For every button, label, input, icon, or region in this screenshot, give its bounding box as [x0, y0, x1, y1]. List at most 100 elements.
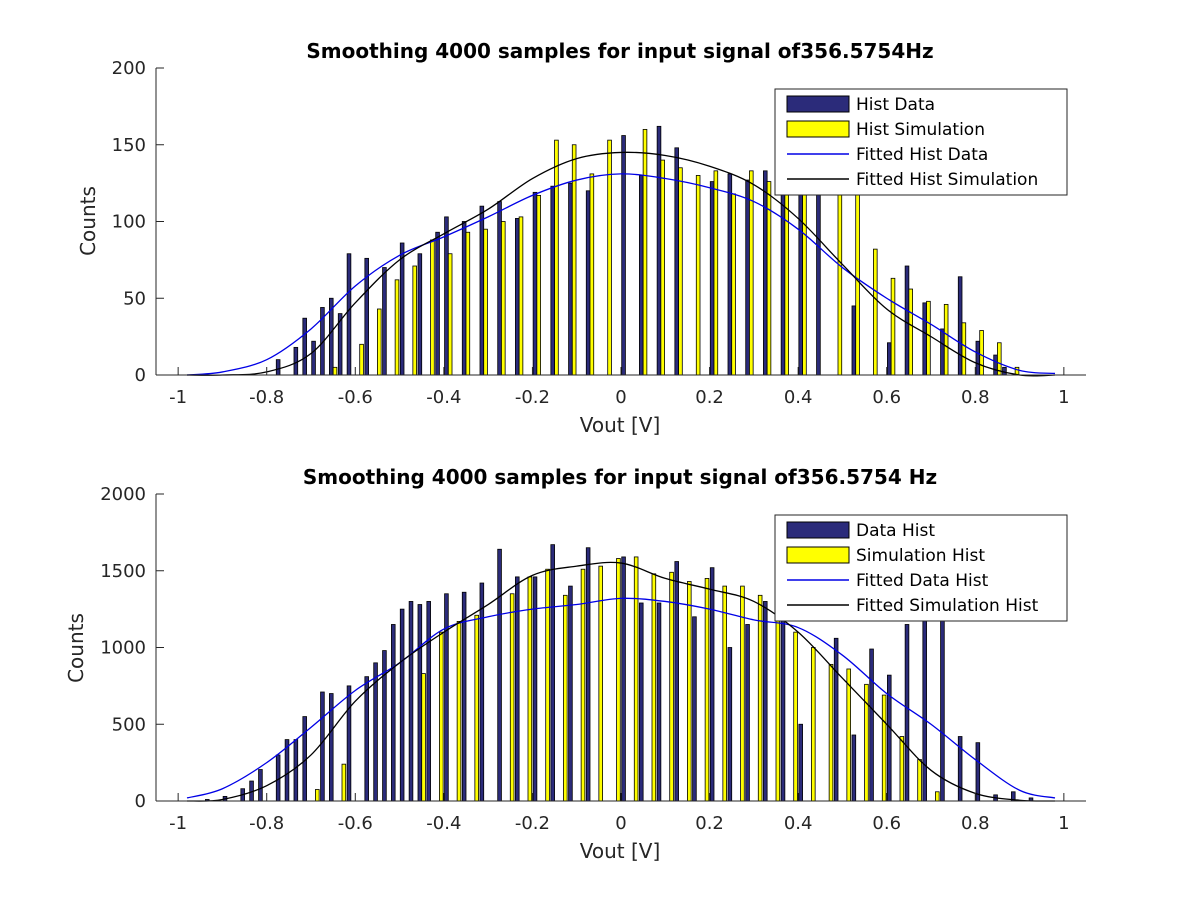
- bottom-bar-data: [851, 734, 857, 802]
- bottom-legend-swatch-simulation: [786, 546, 850, 564]
- bottom-bar-simulation: [917, 759, 922, 802]
- top-fitted-data-line: [186, 173, 1056, 376]
- top-bar-data: [780, 184, 786, 376]
- top-bar-simulation: [518, 216, 524, 376]
- bottom-bar-simulation: [616, 558, 621, 802]
- bottom-bar-simulation: [474, 614, 479, 802]
- bottom-bar-simulation: [740, 585, 745, 802]
- bottom-bar-simulation: [545, 568, 550, 802]
- top-bar-data: [851, 305, 857, 376]
- top-legend-swatch-simulation: [786, 120, 850, 138]
- top-chart-title: Smoothing 4000 samples for input signal …: [306, 39, 933, 63]
- top-bar-simulation: [554, 139, 559, 376]
- top-bar-simulation: [678, 167, 683, 376]
- top-bar-data: [674, 147, 679, 376]
- bottom-bar-simulation: [704, 578, 710, 802]
- bottom-bar-data: [461, 591, 467, 802]
- top-bar-simulation: [483, 228, 488, 376]
- bottom-bar-data: [639, 602, 644, 802]
- top-legend-label: Hist Data: [856, 95, 935, 115]
- bottom-x-tick-label: 1: [1058, 813, 1069, 834]
- bottom-y-tick-label: 1000: [100, 638, 146, 659]
- bottom-x-tick-label: -0.4: [426, 813, 461, 834]
- top-bar-data: [957, 276, 963, 376]
- top-bar-simulation: [465, 231, 471, 376]
- bottom-bar-simulation: [775, 601, 781, 802]
- bottom-bar-simulation: [828, 663, 834, 802]
- bottom-x-tick-label: 0.6: [872, 813, 901, 834]
- top-bar-data: [302, 317, 307, 376]
- bottom-bar-simulation: [722, 585, 727, 802]
- bottom-bar-data: [975, 742, 981, 802]
- top-bar-data: [532, 191, 538, 376]
- bottom-legend: Data Hist Simulation Hist Fitted Data Hist…: [774, 514, 1068, 622]
- bottom-bar-data: [293, 739, 299, 802]
- top-bar-simulation: [855, 171, 860, 376]
- bottom-bar-data: [258, 769, 263, 802]
- bottom-bar-data: [399, 608, 405, 802]
- top-x-tick-label: 0.4: [784, 387, 813, 408]
- bottom-bar-data: [364, 676, 369, 802]
- top-legend-label: Fitted Hist Simulation: [856, 170, 1038, 190]
- top-x-tick-label: -0.4: [426, 387, 461, 408]
- top-bar-data: [904, 265, 910, 376]
- top-bar-simulation: [695, 175, 701, 376]
- top-bar-simulation: [731, 193, 736, 376]
- top-bar-data: [293, 346, 299, 376]
- bottom-bar-simulation: [881, 694, 887, 802]
- bottom-bar-data: [568, 585, 573, 802]
- top-bar-data: [585, 190, 591, 376]
- top-bar-simulation: [412, 265, 417, 376]
- top-bar-simulation: [926, 300, 931, 376]
- top-bar-data: [975, 340, 981, 376]
- bottom-bar-data: [550, 544, 555, 802]
- bottom-bar-simulation: [439, 631, 444, 802]
- bottom-bar-data: [320, 691, 325, 802]
- top-bar-data: [417, 253, 423, 376]
- bottom-bar-simulation: [527, 576, 533, 802]
- bottom-bar-simulation: [341, 763, 347, 802]
- bottom-legend-label: Fitted Simulation Hist: [856, 596, 1039, 616]
- bottom-legend-label: Data Hist: [856, 521, 935, 541]
- bottom-legend-swatch-data: [786, 521, 850, 539]
- top-bar-data: [479, 205, 485, 376]
- top-bar-data: [515, 218, 520, 376]
- top-bar-data: [816, 185, 821, 376]
- top-y-tick-label: 200: [112, 58, 146, 79]
- bottom-bar-simulation: [456, 621, 462, 802]
- top-bar-simulation: [961, 322, 967, 376]
- bottom-bar-simulation: [669, 571, 674, 802]
- top-bar-data: [887, 342, 892, 376]
- bottom-bar-data: [763, 601, 768, 802]
- top-x-tick-label: -0.6: [338, 387, 373, 408]
- bottom-x-tick-label: 0.8: [961, 813, 990, 834]
- top-bar-data: [940, 328, 945, 376]
- top-bar-data: [275, 359, 281, 376]
- top-bar-simulation: [377, 308, 382, 376]
- bottom-bar-simulation: [509, 593, 515, 802]
- top-bar-data: [727, 173, 733, 376]
- top-bar-data: [993, 354, 998, 376]
- bottom-bar-data: [833, 637, 839, 802]
- top-bar-data: [444, 216, 449, 376]
- bottom-bar-simulation: [811, 647, 816, 802]
- top-legend-swatch-data: [786, 95, 850, 113]
- bottom-histogram-plot: Smoothing 4000 samples for input signal …: [64, 465, 1086, 863]
- bottom-bar-data: [532, 576, 538, 802]
- bottom-bar-data: [391, 624, 396, 802]
- top-y-tick-label: 50: [123, 288, 146, 309]
- bottom-bar-data: [904, 624, 910, 802]
- bottom-bar-data: [656, 602, 662, 802]
- top-bar-data: [709, 181, 715, 376]
- top-bar-data: [461, 221, 467, 376]
- bottom-bar-data: [869, 648, 874, 802]
- top-bar-data: [656, 125, 662, 376]
- top-bar-simulation: [890, 277, 896, 376]
- top-x-axis-label: Vout [V]: [580, 413, 661, 437]
- top-legend: Hist Data Hist Simulation Fitted Hist Data…: [774, 88, 1068, 196]
- top-bar-simulation: [571, 144, 577, 376]
- bottom-legend-label: Simulation Hist: [856, 546, 985, 566]
- top-bar-simulation: [943, 303, 949, 376]
- top-bar-data: [568, 182, 573, 376]
